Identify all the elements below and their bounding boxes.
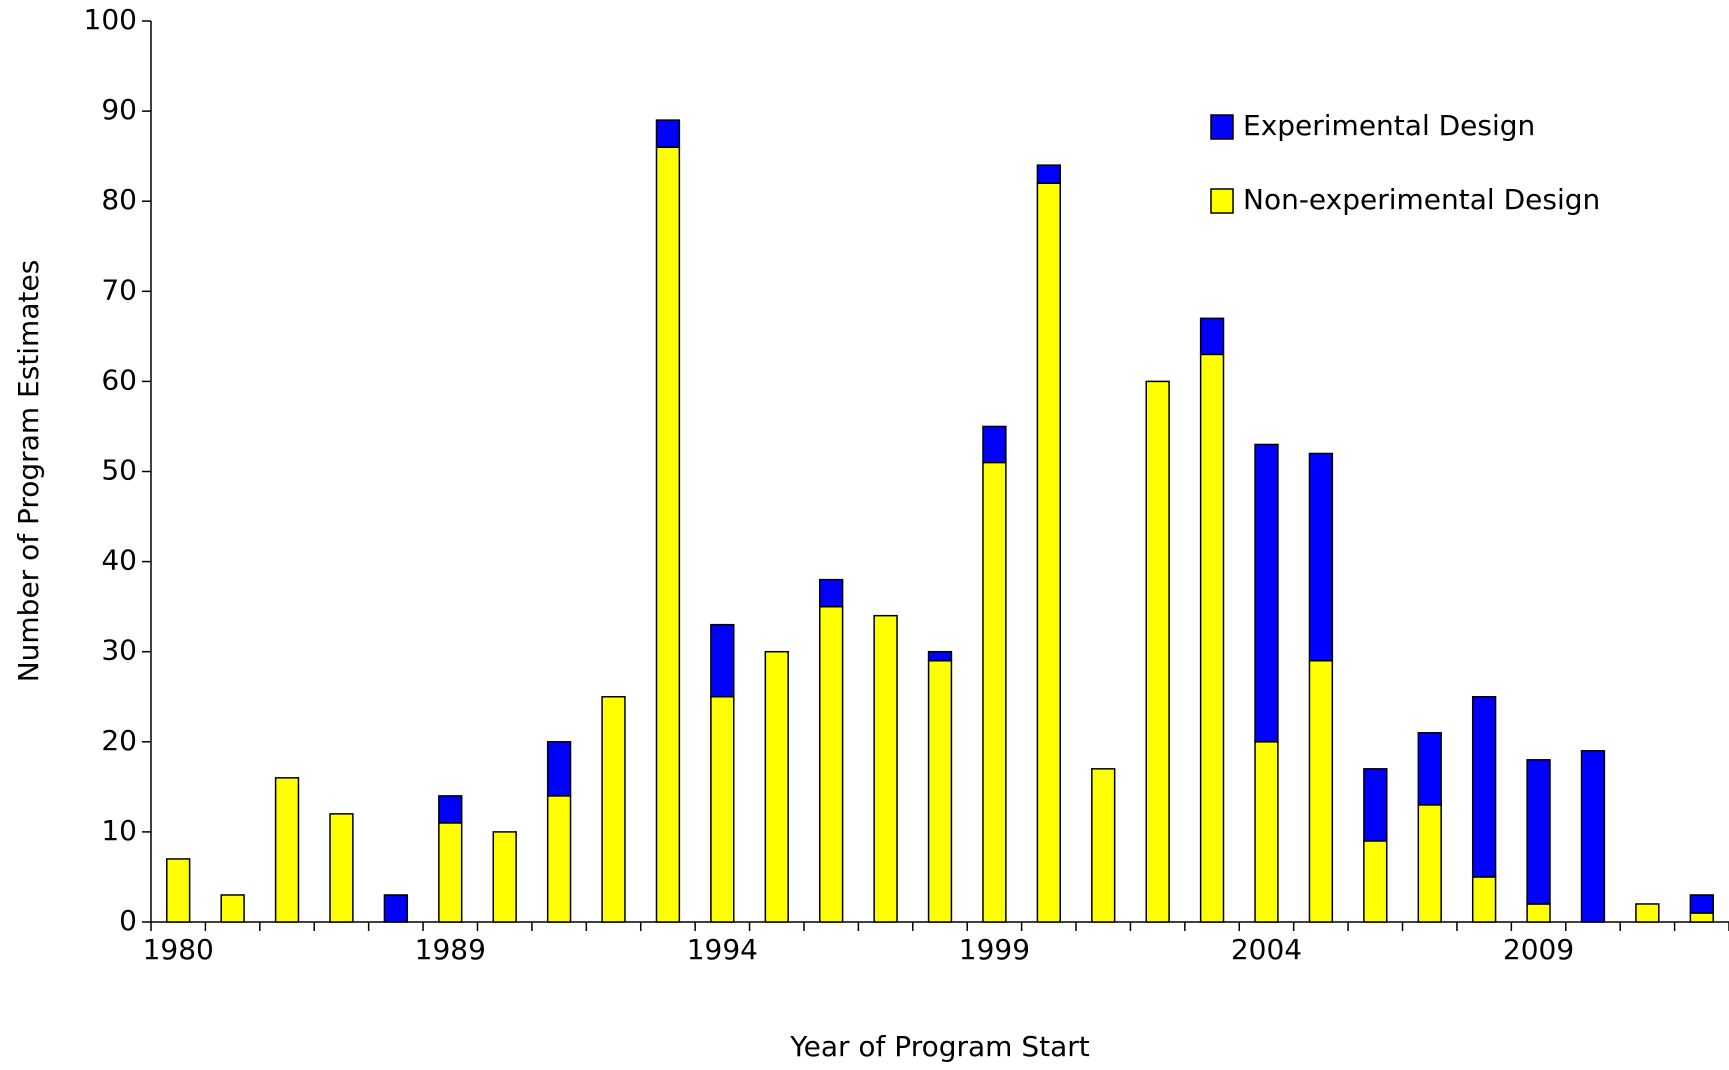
bar-segment xyxy=(710,696,735,923)
y-tick-label: 80 xyxy=(101,183,137,216)
y-tick-label: 10 xyxy=(101,814,137,847)
bar-segment xyxy=(1199,317,1225,356)
legend-label: Non-experimental Design xyxy=(1243,183,1600,216)
bar-segment xyxy=(1689,912,1714,923)
y-tick-label: 90 xyxy=(101,93,137,126)
y-tick-label: 0 xyxy=(119,904,137,937)
bar-segment xyxy=(546,741,572,797)
x-tick-label: 1999 xyxy=(959,933,1030,966)
legend-swatch xyxy=(1210,114,1234,140)
bar-segment xyxy=(1635,903,1660,923)
bar-segment xyxy=(1308,452,1334,662)
bar-segment xyxy=(818,578,844,608)
bar-segment xyxy=(1363,768,1388,842)
y-tick-label: 20 xyxy=(101,724,137,757)
bar-segment xyxy=(1689,894,1714,914)
bar-segment xyxy=(1145,380,1170,923)
bar-segment xyxy=(329,813,354,923)
y-tick-label: 50 xyxy=(101,454,137,487)
legend-swatch xyxy=(1210,188,1234,214)
bar-segment xyxy=(1471,696,1497,878)
x-tick-label: 1989 xyxy=(415,933,486,966)
bar-segment xyxy=(438,822,463,923)
x-axis-title: Year of Program Start xyxy=(789,1030,1090,1063)
bar-segment xyxy=(1526,903,1551,923)
x-tick-label: 2004 xyxy=(1231,933,1302,966)
bar-segment xyxy=(1308,659,1334,923)
bar-segment xyxy=(1526,759,1551,905)
bar-segment xyxy=(546,795,572,923)
bar-segment xyxy=(1417,804,1442,923)
bar-segment xyxy=(220,894,245,923)
y-tick-label: 60 xyxy=(101,363,137,396)
bar-segment xyxy=(1036,182,1062,923)
bar-segment xyxy=(710,623,735,698)
bar-segment xyxy=(383,894,409,923)
bar-segment xyxy=(1471,876,1497,923)
bar-segment xyxy=(492,831,517,923)
x-tick-label: 1994 xyxy=(687,933,758,966)
x-tick-label: 2009 xyxy=(1503,933,1574,966)
bar-segment xyxy=(655,119,681,148)
bar-segment xyxy=(764,650,789,923)
bar-segment xyxy=(1580,750,1606,923)
y-tick-label: 30 xyxy=(101,634,137,667)
bar-segment xyxy=(1091,768,1116,923)
y-tick-label: 40 xyxy=(101,544,137,577)
bar-segment xyxy=(927,650,953,662)
bar-segment xyxy=(166,858,191,923)
bar-segment xyxy=(873,614,898,923)
y-tick-label: 70 xyxy=(101,273,137,306)
y-tick-label: 100 xyxy=(84,3,137,36)
bar-segment xyxy=(927,659,953,923)
bar-segment xyxy=(1199,353,1225,923)
x-tick-label: 1980 xyxy=(143,933,214,966)
y-axis-title: Number of Program Estimates xyxy=(12,260,45,683)
bar-segment xyxy=(438,795,463,824)
bar-segment xyxy=(982,425,1007,464)
bar-segment xyxy=(1363,840,1388,923)
bar-segment xyxy=(1036,164,1062,184)
bar-segment xyxy=(1254,443,1279,743)
bar-segment xyxy=(1254,741,1279,923)
bar-segment xyxy=(818,605,844,923)
bar-segment xyxy=(1417,732,1442,806)
legend-label: Experimental Design xyxy=(1243,109,1535,142)
bar-segment xyxy=(274,777,300,923)
bar-segment xyxy=(655,146,681,923)
bar-segment xyxy=(982,461,1007,923)
bar-segment xyxy=(601,696,626,923)
